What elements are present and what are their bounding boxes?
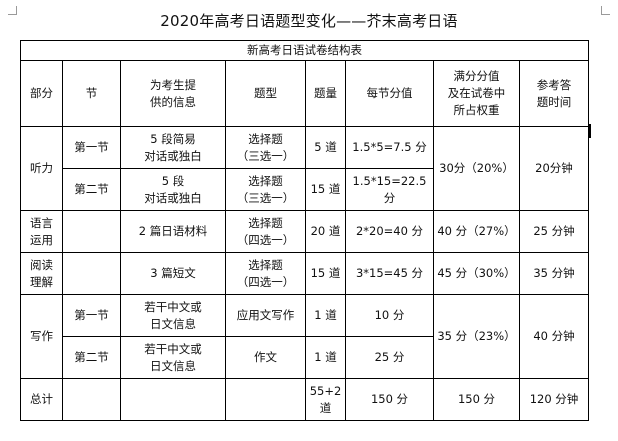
time-cell: 120 分钟 [519, 378, 589, 421]
part-cell [62, 252, 121, 295]
table-row: 阅读 理解 3 篇短文 选择题 （四选一） 15 道 3*15=45 分 45 … [20, 252, 589, 295]
type-cell [225, 378, 306, 421]
weight-cell: 45 分（30%） [433, 252, 520, 295]
score-cell: 10 分 [345, 294, 434, 337]
count-cell: 15 道 [305, 252, 346, 295]
type-cell: 作文 [225, 336, 306, 379]
exam-structure-table: 新高考日语试卷结构表 部分 节 为考生提 供的信息 题型 题量 每节分值 满分分… [20, 40, 589, 421]
count-cell: 1 道 [305, 294, 346, 337]
part-cell: 第二节 [62, 168, 121, 211]
weight-cell: 40 分（27%） [433, 210, 520, 253]
info-cell: 5 段 对话或独白 [120, 168, 226, 211]
time-cell: 35 分钟 [519, 252, 589, 295]
page-corner-mark-left [8, 6, 17, 15]
language-section-cell: 语言 运用 [20, 210, 63, 253]
type-cell: 选择题 （三选一） [225, 126, 306, 169]
header-info: 为考生提 供的信息 [120, 60, 226, 127]
table-caption: 新高考日语试卷结构表 [20, 40, 589, 61]
caption-row: 新高考日语试卷结构表 [20, 40, 589, 61]
info-cell: 若干中文或 日文信息 [120, 294, 226, 337]
info-cell: 2 篇日语材料 [120, 210, 226, 253]
table-row: 第二节 若干中文或 日文信息 作文 1 道 25 分 [21, 336, 589, 379]
weight-cell: 35 分（23%） [433, 294, 520, 379]
header-type: 题型 [225, 60, 306, 127]
type-cell: 应用文写作 [225, 294, 306, 337]
count-cell: 5 道 [305, 126, 346, 169]
weight-cell: 30分（20%） [433, 126, 520, 211]
info-cell: 若干中文或 日文信息 [120, 336, 226, 379]
table-row: 听力 第一节 5 段简易 对话或独白 选择题 （三选一） 5 道 1.5*5=7… [20, 126, 589, 211]
time-cell: 20分钟 [519, 126, 589, 211]
score-cell: 1.5*5=7.5 分 [345, 126, 434, 169]
part-cell: 第二节 [62, 336, 121, 379]
header-row: 部分 节 为考生提 供的信息 题型 题量 每节分值 满分分值 及在试卷中 所占权… [20, 60, 589, 127]
count-cell: 15 道 [305, 168, 346, 211]
header-count: 题量 [305, 60, 346, 127]
document-title: 2020年高考日语题型变化——芥末高考日语 [160, 12, 458, 30]
part-cell [62, 378, 121, 421]
score-cell: 1.5*15=22.5 分 [345, 168, 434, 211]
listening-section-cell: 听力 [20, 126, 63, 211]
weight-cell: 150 分 [433, 378, 520, 421]
info-cell [120, 378, 226, 421]
header-part: 节 [62, 60, 121, 127]
part-cell: 第一节 [62, 126, 121, 169]
table-row: 写作 第一节 若干中文或 日文信息 应用文写作 1 道 10 分 35 分（23… [20, 294, 589, 379]
time-cell: 40 分钟 [519, 294, 589, 379]
count-cell: 20 道 [305, 210, 346, 253]
score-cell: 2*20=40 分 [345, 210, 434, 253]
part-cell [62, 210, 121, 253]
header-score: 每节分值 [345, 60, 434, 127]
type-cell: 选择题 （四选一） [225, 252, 306, 295]
page-corner-mark-right [601, 6, 610, 15]
count-cell: 55+2 道 [305, 378, 346, 421]
text-cursor [589, 124, 591, 138]
time-cell: 25 分钟 [519, 210, 589, 253]
table-row: 第二节 5 段 对话或独白 选择题 （三选一） 15 道 1.5*15=22.5… [21, 168, 589, 211]
total-row: 总计 55+2 道 150 分 150 分 120 分钟 [20, 378, 589, 421]
type-cell: 选择题 （三选一） [225, 168, 306, 211]
score-cell: 150 分 [345, 378, 434, 421]
score-cell: 3*15=45 分 [345, 252, 434, 295]
table-row: 语言 运用 2 篇日语材料 选择题 （四选一） 20 道 2*20=40 分 4… [20, 210, 589, 253]
info-cell: 3 篇短文 [120, 252, 226, 295]
writing-section-cell: 写作 [20, 294, 63, 379]
header-weight: 满分分值 及在试卷中 所占权重 [433, 60, 520, 127]
part-cell: 第一节 [62, 294, 121, 337]
reading-section-cell: 阅读 理解 [20, 252, 63, 295]
count-cell: 1 道 [305, 336, 346, 379]
info-cell: 5 段简易 对话或独白 [120, 126, 226, 169]
total-section-cell: 总计 [20, 378, 63, 421]
header-section: 部分 [20, 60, 63, 127]
header-time: 参考答 题时间 [519, 60, 589, 127]
type-cell: 选择题 （四选一） [225, 210, 306, 253]
score-cell: 25 分 [345, 336, 434, 379]
